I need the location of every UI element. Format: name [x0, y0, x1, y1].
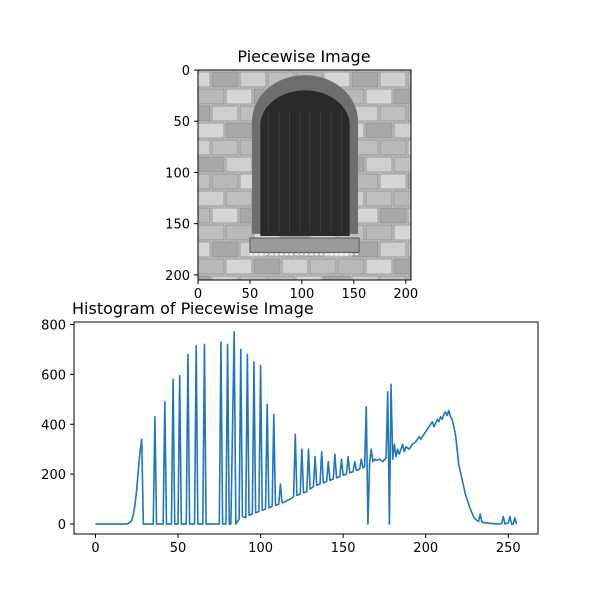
histogram-series-line — [95, 331, 518, 525]
stone-block — [211, 207, 239, 224]
stone-block — [295, 275, 323, 281]
stone-block — [393, 190, 412, 207]
hist-y-tick-label: 600 — [41, 368, 66, 383]
stone-block — [197, 241, 211, 258]
image-y-tick-label: 50 — [173, 115, 190, 130]
stone-block — [239, 275, 267, 281]
image-axes: 0 50 100 150 200 0 50 100 150 200 — [165, 64, 418, 302]
stone-block — [197, 139, 211, 156]
stone-block — [211, 241, 239, 258]
stone-block — [211, 173, 239, 190]
stone-block — [211, 105, 239, 122]
stone-block — [379, 139, 407, 156]
histogram-panel: Histogram of Piecewise Image 0 50 100 150 20… — [41, 299, 539, 556]
image-x-tick-label: 0 — [194, 287, 202, 302]
stone-block — [239, 71, 267, 88]
image-x-tick-label: 200 — [393, 287, 418, 302]
stone-block — [379, 71, 407, 88]
image-y-tick-label: 100 — [165, 166, 190, 181]
stone-block — [365, 190, 393, 207]
hist-x-tick-label: 200 — [413, 541, 438, 556]
stone-block — [225, 156, 253, 173]
stone-block — [197, 105, 211, 122]
stone-block — [365, 156, 393, 173]
stone-block — [379, 241, 407, 258]
window-opening — [260, 90, 350, 236]
stone-block — [309, 258, 337, 275]
stone-block — [365, 88, 393, 105]
stone-block — [225, 122, 253, 139]
stone-block — [365, 258, 393, 275]
stone-block — [197, 71, 211, 88]
stone-block — [337, 258, 365, 275]
image-y-tick-label: 200 — [165, 269, 190, 284]
stone-block — [197, 190, 225, 207]
image-panel: Piecewise Image 0 50 100 150 200 0 50 100 150 200 — [165, 47, 418, 302]
stone-block — [393, 88, 412, 105]
stone-block — [393, 122, 412, 139]
hist-x-tick-label: 50 — [170, 541, 187, 556]
stone-block — [225, 190, 253, 207]
stone-block — [379, 275, 407, 281]
hist-x-tick-label: 250 — [496, 541, 521, 556]
histogram-axes: 0 50 100 150 200 250 0 200 400 600 800 — [41, 318, 521, 556]
image-frame — [197, 69, 412, 281]
hist-x-tick-label: 0 — [91, 541, 99, 556]
stone-block — [197, 207, 211, 224]
image-x-tick-label: 100 — [289, 287, 314, 302]
stone-block — [393, 258, 412, 275]
image-content — [197, 70, 412, 281]
stone-block — [211, 139, 239, 156]
image-x-tick-label: 50 — [242, 287, 259, 302]
stone-block — [225, 258, 253, 275]
image-title: Piecewise Image — [237, 47, 370, 66]
stone-block — [379, 173, 407, 190]
window-sill — [249, 237, 360, 253]
hist-y-tick-label: 800 — [41, 318, 66, 333]
hist-x-tick-label: 100 — [248, 541, 273, 556]
stone-block — [225, 224, 253, 241]
stone-block — [211, 275, 239, 281]
hist-y-tick-label: 400 — [41, 418, 66, 433]
stone-block — [351, 275, 379, 281]
stone-block — [197, 156, 225, 173]
stone-block — [351, 71, 379, 88]
stone-block — [211, 71, 239, 88]
histogram-frame — [73, 321, 539, 535]
stone-block — [225, 88, 253, 105]
stone-block — [197, 173, 211, 190]
stone-block — [365, 224, 393, 241]
stone-block — [393, 224, 412, 241]
image-x-tick-label: 150 — [341, 287, 366, 302]
stone-block — [197, 258, 225, 275]
hist-y-tick-label: 0 — [58, 518, 66, 533]
stone-block — [197, 275, 211, 281]
image-y-tick-label: 150 — [165, 218, 190, 233]
hist-x-tick-label: 150 — [331, 541, 356, 556]
stone-block — [365, 122, 393, 139]
stone-block — [197, 122, 225, 139]
stone-block — [197, 88, 225, 105]
hist-y-tick-label: 200 — [41, 468, 66, 483]
stone-block — [393, 156, 412, 173]
stone-block — [379, 105, 407, 122]
image-y-tick-label: 0 — [182, 64, 190, 79]
stone-block — [379, 207, 407, 224]
stone-block — [197, 224, 225, 241]
stone-block — [323, 275, 351, 281]
stone-block — [267, 275, 295, 281]
stone-block — [281, 258, 309, 275]
histogram-title: Histogram of Piecewise Image — [72, 299, 314, 318]
stone-block — [253, 258, 281, 275]
